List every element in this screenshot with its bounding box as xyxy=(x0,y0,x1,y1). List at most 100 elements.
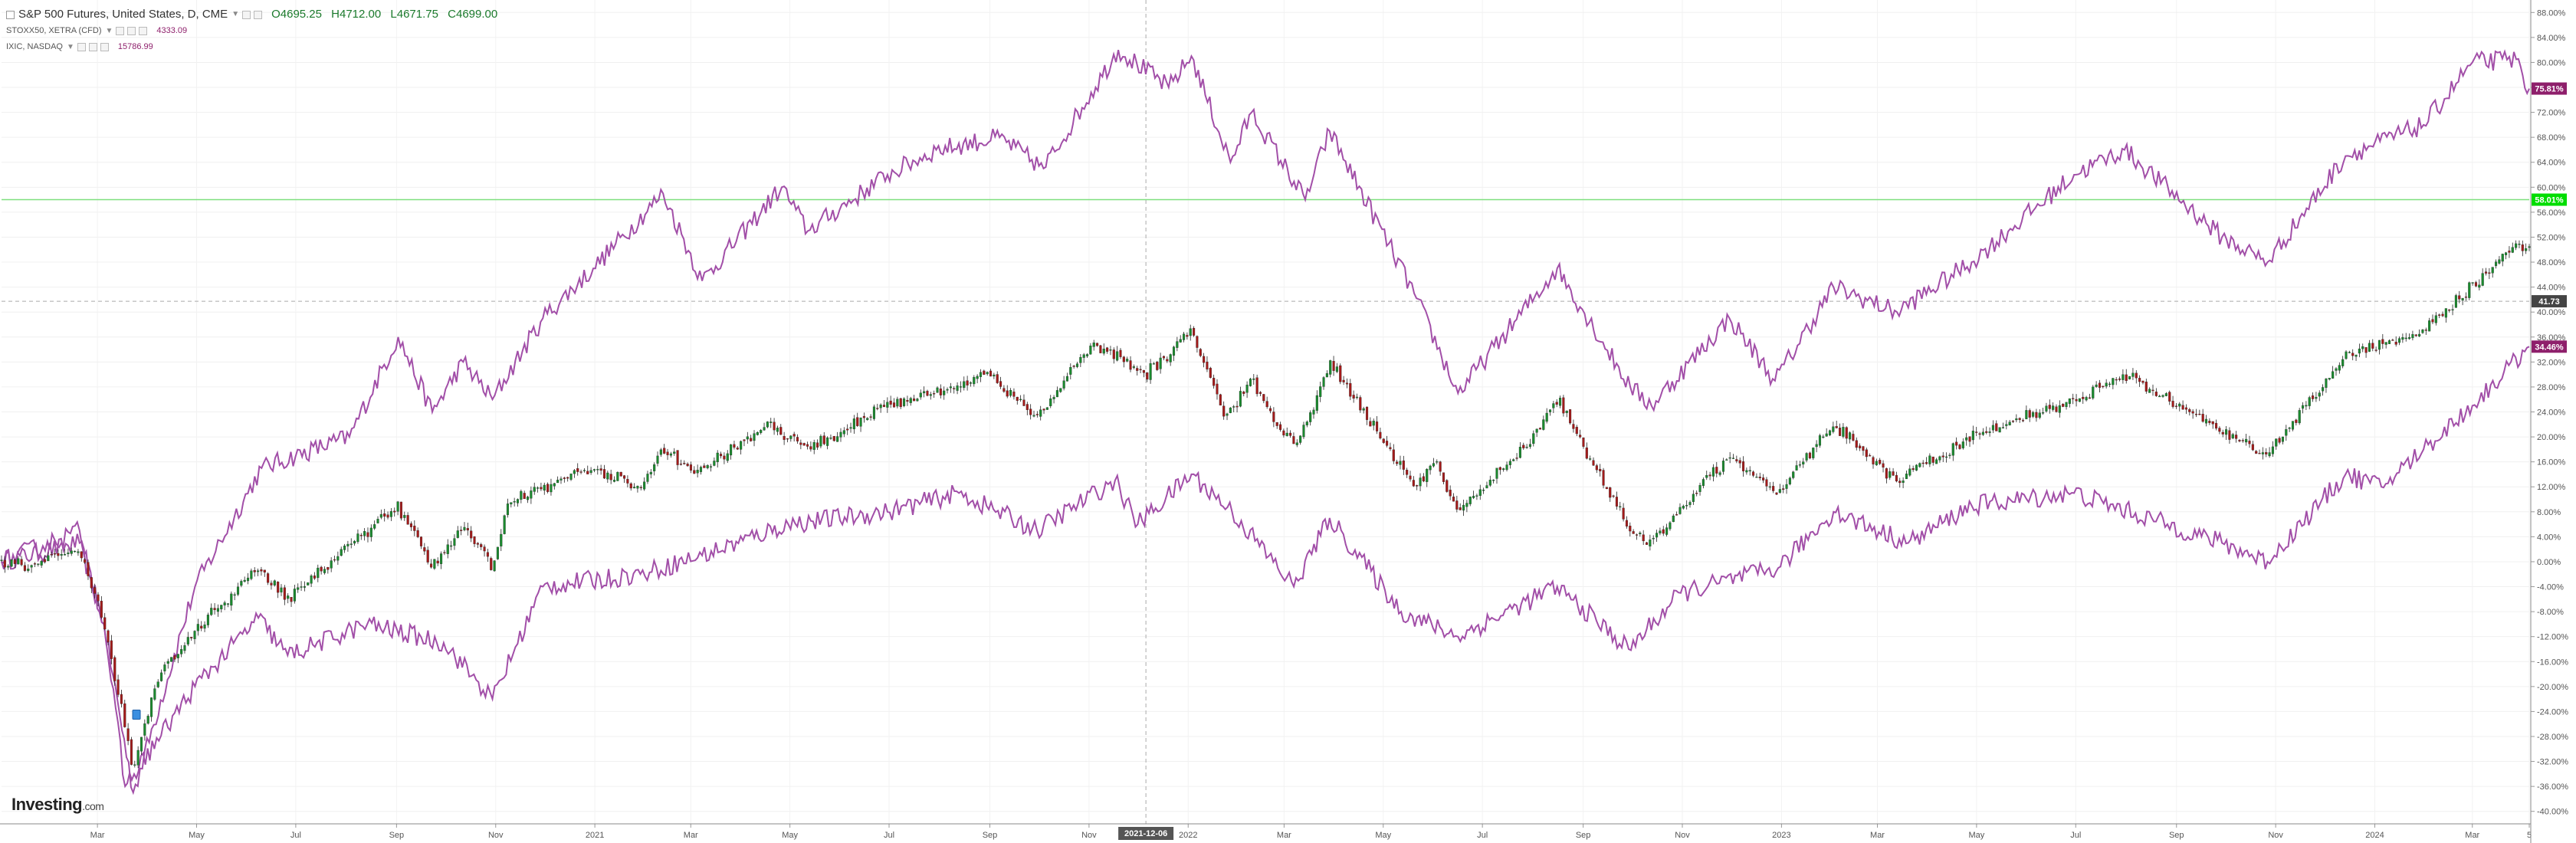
candle-body-down xyxy=(1615,497,1618,507)
candle-body-down xyxy=(116,679,120,695)
settings-icon[interactable] xyxy=(77,43,86,51)
close-icon[interactable] xyxy=(139,27,148,35)
candle-body-up xyxy=(2421,330,2424,333)
candle-body-up xyxy=(902,398,906,406)
candle-body-down xyxy=(1538,428,1542,430)
candle xyxy=(1265,396,1268,409)
candle xyxy=(43,555,47,564)
collapse-icon[interactable] xyxy=(6,10,15,19)
candle-body-down xyxy=(2215,422,2218,429)
settings-icon[interactable] xyxy=(242,10,251,19)
candle xyxy=(2008,419,2011,426)
candle xyxy=(999,376,1003,389)
candle xyxy=(836,431,839,442)
candle xyxy=(1416,484,1419,490)
candle xyxy=(1708,471,1711,481)
candle-body-up xyxy=(389,510,392,517)
candle-body-up xyxy=(740,441,743,450)
candle xyxy=(170,657,173,662)
candle-body-down xyxy=(486,552,489,557)
candle xyxy=(1149,359,1152,384)
candle xyxy=(2414,333,2417,337)
candle xyxy=(250,568,253,581)
candle-body-up xyxy=(2434,315,2437,323)
candle-body-down xyxy=(490,558,493,570)
legend-compare-row-nasdaq[interactable]: IXIC, NASDAQ ▼ 15786.99 xyxy=(6,39,504,55)
candle-body-down xyxy=(483,546,486,552)
candle-body-down xyxy=(423,547,426,552)
candle xyxy=(1555,399,1558,408)
candle-body-down xyxy=(913,399,916,402)
close-icon[interactable] xyxy=(100,43,109,51)
candle xyxy=(1292,432,1295,444)
candle xyxy=(2248,435,2251,448)
candle xyxy=(2508,246,2511,258)
candle-body-up xyxy=(500,533,503,546)
candle xyxy=(320,566,323,575)
candle-body-down xyxy=(2258,453,2261,454)
candle xyxy=(1172,346,1176,362)
candle-body-down xyxy=(84,559,87,563)
chevron-down-icon[interactable]: ▼ xyxy=(105,27,113,35)
visibility-icon[interactable] xyxy=(127,27,136,35)
candle xyxy=(1362,406,1365,414)
candle-body-up xyxy=(2335,368,2338,371)
candle-body-up xyxy=(1245,385,1249,393)
candle-body-down xyxy=(406,515,409,525)
candle xyxy=(1139,366,1142,374)
candle xyxy=(366,527,369,543)
candle-body-up xyxy=(2368,343,2371,352)
candle xyxy=(2102,385,2105,389)
candle-body-up xyxy=(2461,297,2464,301)
candle-body-up xyxy=(1721,461,1725,472)
candle xyxy=(1782,484,1785,494)
chevron-down-icon[interactable]: ▼ xyxy=(66,43,74,51)
candle-body-up xyxy=(40,560,43,566)
visibility-icon[interactable] xyxy=(254,10,263,19)
candle xyxy=(399,501,402,521)
candle-body-up xyxy=(819,435,822,447)
candle-body-down xyxy=(586,471,589,474)
candle xyxy=(100,595,103,619)
candle-body-down xyxy=(689,464,693,471)
candle-body-down xyxy=(906,399,909,402)
candle-body-up xyxy=(963,381,966,389)
candle xyxy=(750,435,753,442)
y-tick-label: -28.00% xyxy=(2537,733,2568,742)
candle xyxy=(2345,350,2348,360)
candle xyxy=(1665,523,1669,537)
candle-body-up xyxy=(2042,412,2045,414)
candle xyxy=(1805,452,1808,463)
candle xyxy=(233,592,236,601)
candle-body-down xyxy=(1242,392,1245,394)
candle xyxy=(602,464,606,479)
candle-body-down xyxy=(846,428,849,431)
candle xyxy=(2364,347,2368,358)
candle xyxy=(1558,395,1562,408)
candle-body-up xyxy=(1798,464,1801,466)
candle xyxy=(740,440,743,455)
legend-main-row[interactable]: S&P 500 Futures, United States, D, CME ▼… xyxy=(6,6,504,23)
candle-body-down xyxy=(2312,395,2315,399)
candle-body-down xyxy=(1845,427,1848,439)
candle xyxy=(933,390,936,399)
candle xyxy=(1545,408,1548,424)
candle xyxy=(1921,460,1925,467)
settings-icon[interactable] xyxy=(116,27,125,35)
candle xyxy=(770,418,773,428)
chevron-down-icon[interactable]: ▼ xyxy=(231,10,240,18)
candle xyxy=(2275,438,2278,450)
candle xyxy=(1055,386,1058,398)
candle-body-up xyxy=(186,637,189,645)
candle xyxy=(616,471,619,481)
candle-body-up xyxy=(139,736,143,752)
candle-body-down xyxy=(1012,392,1016,397)
legend-compare-row-stoxx[interactable]: STOXX50, XETRA (CFD) ▼ 4333.09 xyxy=(6,23,504,39)
candle xyxy=(1938,455,1941,463)
candle-body-down xyxy=(786,438,789,440)
candle-body-down xyxy=(1632,531,1635,534)
candle xyxy=(1748,466,1751,476)
visibility-icon[interactable] xyxy=(88,43,97,51)
